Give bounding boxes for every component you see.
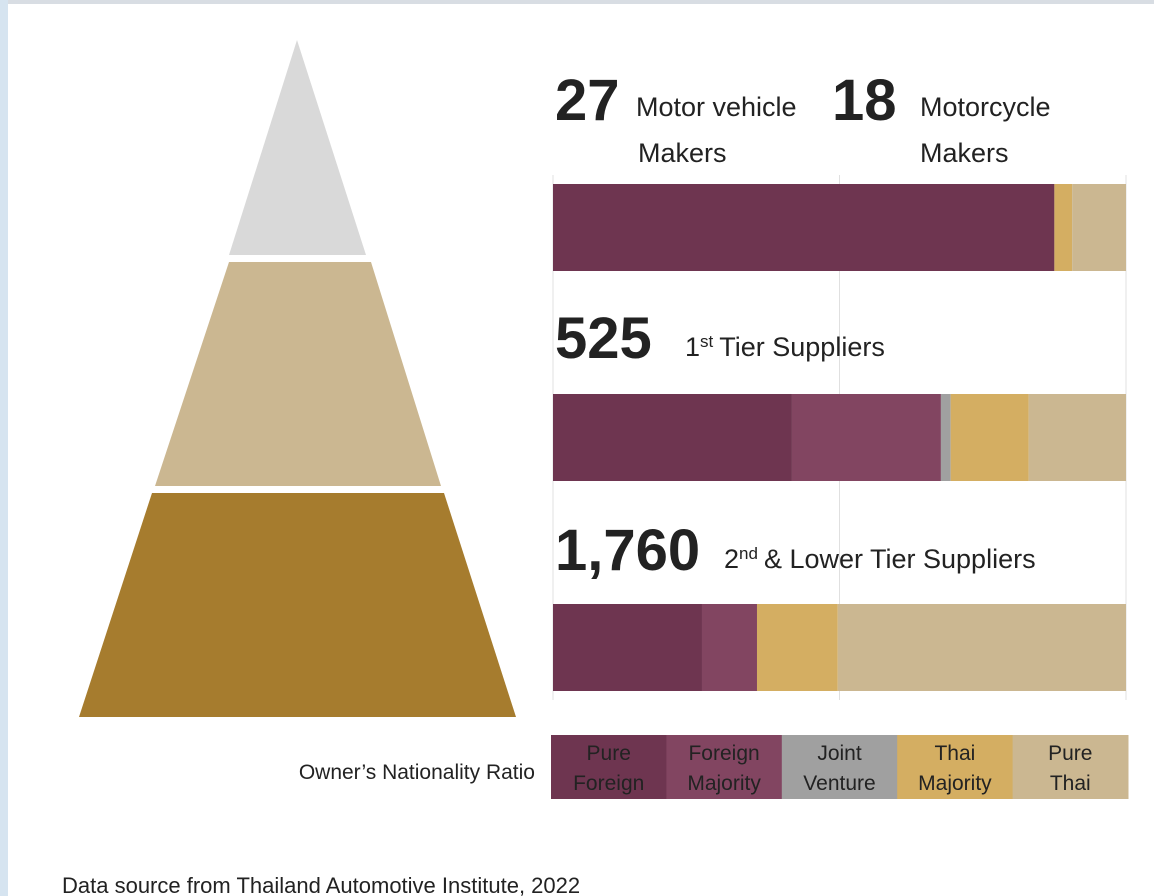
legend-label: Joint Venture — [803, 742, 875, 795]
header-text: Tier Suppliers — [719, 332, 885, 362]
bar-segment — [553, 604, 702, 691]
legend-word: Foreign — [688, 742, 759, 765]
legend-label: Thai Majority — [918, 742, 992, 795]
bar-segment — [756, 604, 838, 691]
header-label: Motorcycle — [920, 92, 1051, 122]
legend-word: Pure — [1048, 742, 1092, 765]
source-note: Data source from Thailand Automotive Ins… — [62, 873, 580, 896]
top-edge — [0, 0, 1154, 4]
bar-segment — [950, 394, 1029, 481]
header-count: 525 — [555, 306, 652, 371]
ordinal: 2 — [724, 544, 739, 574]
bar-segment — [1028, 394, 1126, 481]
ordinal-suffix: nd — [739, 544, 758, 563]
legend-title: Owner’s Nationality Ratio — [299, 761, 535, 784]
legend-word: Thai — [1050, 772, 1091, 795]
legend-word: Pure — [587, 742, 631, 765]
header-label: Makers — [638, 138, 727, 168]
header-count: 1,760 — [555, 518, 700, 583]
pyramid-tier — [79, 493, 516, 717]
legend-swatch — [781, 735, 898, 799]
legend-word: Thai — [934, 742, 975, 765]
header-text: & Lower Tier Suppliers — [764, 544, 1036, 574]
legend-word: Majority — [918, 772, 992, 795]
left-edge — [0, 0, 8, 896]
pyramid-tier — [155, 262, 441, 486]
legend-word: Foreign — [573, 772, 644, 795]
legend-label: Foreign Majority — [687, 742, 761, 795]
bar-segment — [940, 394, 951, 481]
legend-word: Majority — [687, 772, 761, 795]
header-label: 1st Tier Suppliers — [685, 332, 885, 362]
header-count: 18 — [832, 68, 897, 133]
legend-word: Venture — [803, 772, 875, 795]
legend-word: Joint — [817, 742, 862, 765]
legend-swatch — [551, 735, 667, 799]
pyramid-tier — [229, 40, 366, 255]
legend-swatch — [666, 735, 783, 799]
bar-segment — [553, 394, 792, 481]
header-label: Motor vehicle — [636, 92, 797, 122]
bar-segment — [701, 604, 757, 691]
bar-segment — [1054, 184, 1073, 271]
bar-segment — [837, 604, 1126, 691]
header-label: Makers — [920, 138, 1009, 168]
bar-segment — [553, 184, 1055, 271]
header-count: 27 — [555, 68, 620, 133]
legend-swatch — [1012, 735, 1129, 799]
ordinal: 1 — [685, 332, 700, 362]
bar-segment — [1072, 184, 1126, 271]
bar-segment — [791, 394, 941, 481]
legend-label: Pure Thai — [1048, 742, 1092, 795]
legend-label: Pure Foreign — [573, 742, 644, 795]
header-label: 2nd & Lower Tier Suppliers — [724, 544, 1036, 574]
ordinal-suffix: st — [700, 332, 714, 351]
legend-swatch — [897, 735, 1014, 799]
